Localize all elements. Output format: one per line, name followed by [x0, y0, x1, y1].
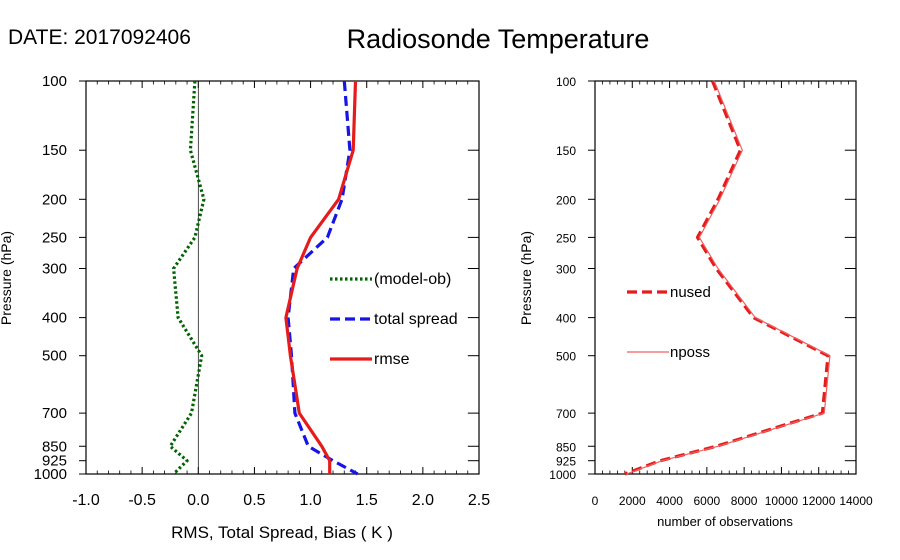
y-tick-label: 150	[42, 142, 67, 159]
left-series-group	[168, 80, 359, 476]
y-tick-label: 1000	[549, 468, 576, 482]
series-line-total-spread	[286, 80, 359, 476]
right-plot-frame	[594, 80, 857, 475]
left-legend: (model-ob) total spread rmse	[330, 271, 458, 368]
left-plot-frame	[85, 80, 480, 475]
x-tick-label: 0	[592, 494, 599, 508]
y-tick-label: 300	[556, 263, 576, 277]
y-tick-label: 925	[42, 453, 67, 470]
x-tick-label: 8000	[731, 494, 758, 508]
y-tick-label: 700	[42, 405, 67, 422]
x-tick-label: -1.0	[72, 492, 100, 509]
left-x-axis-label: RMS, Total Spread, Bias ( K )	[171, 523, 393, 542]
y-tick-label: 300	[42, 261, 67, 278]
x-tick-label: 10000	[765, 494, 799, 508]
y-tick-label: 700	[556, 407, 576, 421]
series-line-rmse	[284, 80, 358, 474]
date-label: DATE: 2017092406	[8, 26, 191, 49]
legend-label: rmse	[374, 351, 410, 368]
y-tick-label: 150	[556, 144, 576, 158]
x-tick-label: 6000	[694, 494, 721, 508]
legend-label: nposs	[670, 344, 710, 361]
right-legend: nused nposs	[627, 284, 711, 361]
chart-title: Radiosonde Temperature	[347, 24, 650, 54]
x-tick-label: 2000	[619, 494, 646, 508]
y-tick-label: 200	[42, 191, 67, 208]
y-tick-label: 1000	[34, 466, 67, 483]
y-tick-label: 100	[556, 75, 576, 89]
y-tick-label: 250	[42, 229, 67, 246]
y-tick-label: 925	[556, 455, 576, 469]
right-panel: 0 2000 4000 6000 8000 10000 12000 14000 100 150 2…	[518, 75, 873, 529]
y-tick-label: 400	[556, 312, 576, 326]
series-line-nused	[624, 80, 830, 476]
x-tick-label: 1.0	[299, 492, 321, 509]
x-tick-label: 12000	[802, 494, 836, 508]
legend-label: nused	[670, 284, 711, 301]
right-x-axis: 0 2000 4000 6000 8000 10000 12000 14000	[592, 81, 873, 508]
y-tick-label: 200	[556, 193, 576, 207]
x-tick-label: 2.0	[412, 492, 434, 509]
y-tick-label: 500	[42, 348, 67, 365]
x-tick-label: -0.5	[128, 492, 156, 509]
y-tick-label: 850	[556, 440, 576, 454]
series-line-nposs	[626, 80, 831, 475]
y-tick-label: 500	[556, 350, 576, 364]
y-tick-label: 100	[42, 73, 67, 90]
series-line-model-ob	[168, 80, 206, 476]
legend-label: (model-ob)	[374, 271, 451, 288]
left-panel: -1.0 -0.5 0.0 0.5 1.0 1.5 2.0 2.5 100 150 200 250 3…	[0, 73, 490, 542]
legend-label: total spread	[374, 311, 458, 328]
x-tick-label: 1.5	[356, 492, 378, 509]
x-tick-label: 4000	[656, 494, 683, 508]
x-tick-label: 14000	[839, 494, 873, 508]
x-tick-label: 0.0	[187, 492, 209, 509]
right-y-axis-label: Pressure (hPa)	[518, 231, 534, 325]
right-series-group	[624, 80, 831, 476]
right-x-axis-label: number of observations	[657, 514, 793, 529]
y-tick-label: 850	[42, 438, 67, 455]
y-tick-label: 250	[556, 231, 576, 245]
x-tick-label: 0.5	[243, 492, 265, 509]
left-x-axis: -1.0 -0.5 0.0 0.5 1.0 1.5 2.0 2.5	[72, 81, 490, 509]
x-tick-label: 2.5	[468, 492, 490, 509]
y-tick-label: 400	[42, 310, 67, 327]
left-y-axis-label: Pressure (hPa)	[0, 231, 14, 325]
